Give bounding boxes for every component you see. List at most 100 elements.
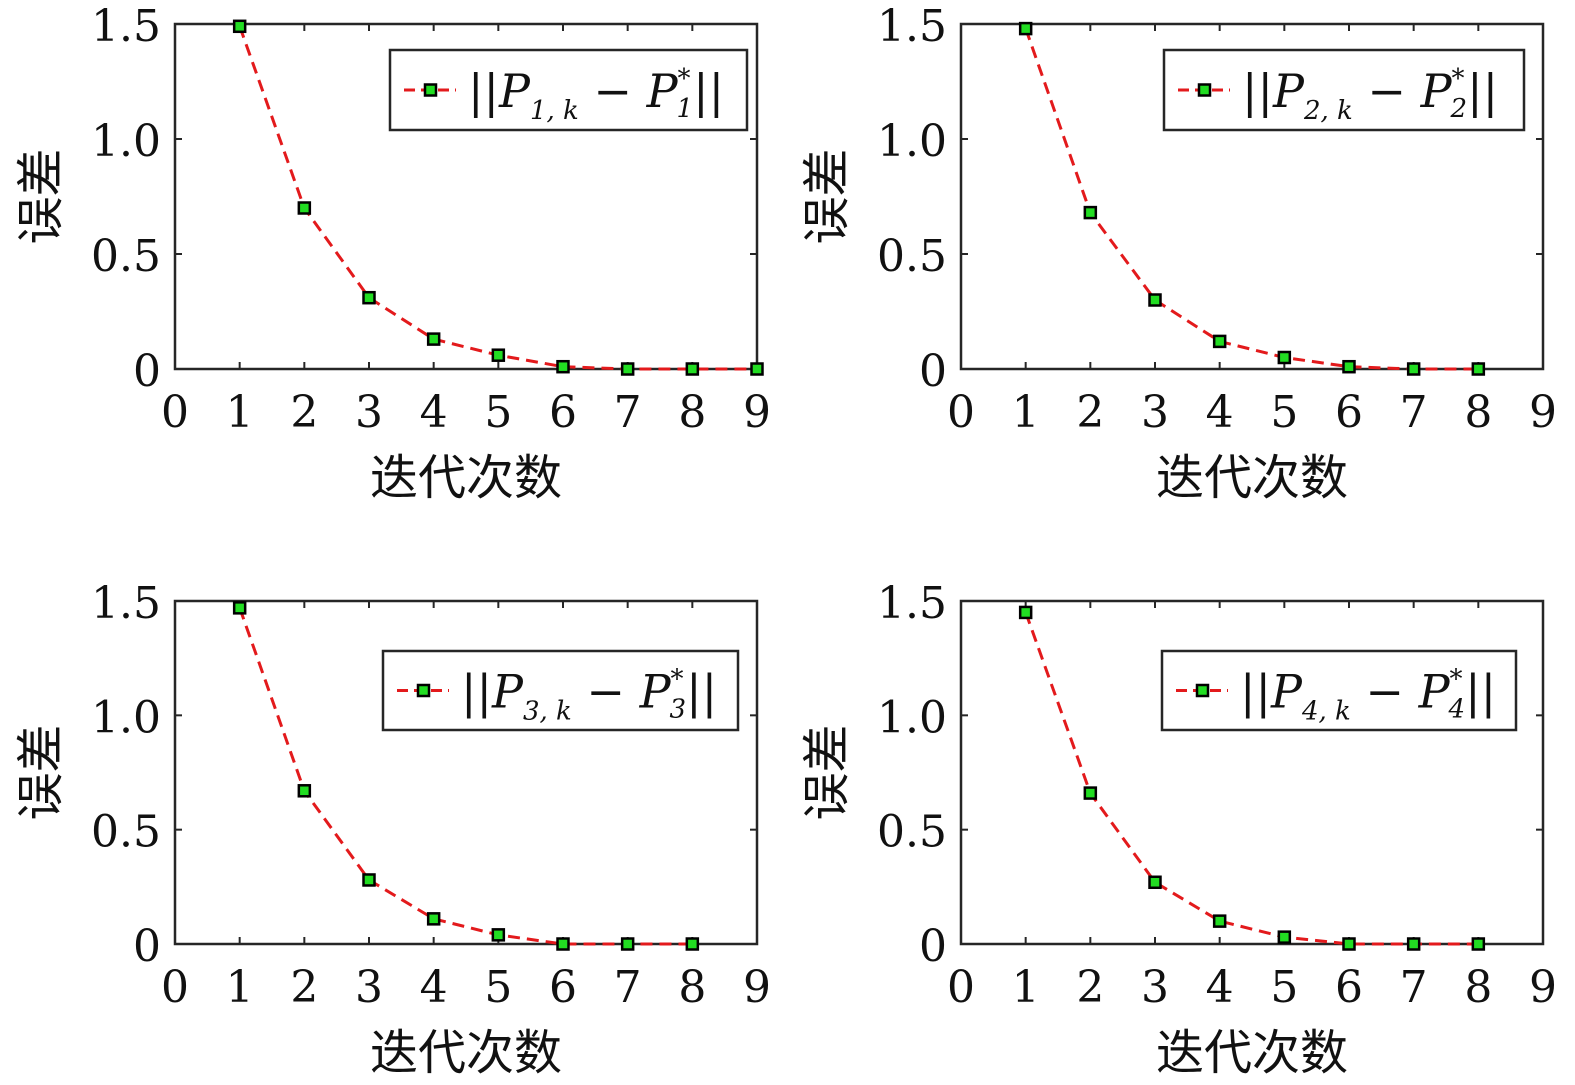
legend-label-superscript: *	[678, 64, 691, 94]
x-tick-label: 9	[1529, 962, 1557, 1013]
legend-label-tail: ||	[1465, 665, 1496, 719]
legend: ||P2, k − P* 2||	[1162, 48, 1526, 132]
x-tick-label: 2	[290, 387, 318, 438]
x-tick-label: 1	[1012, 387, 1040, 438]
y-tick-label: 0	[919, 921, 947, 972]
legend-label-subscript-2: 2	[1450, 94, 1468, 124]
legend-marker-sample	[1197, 83, 1212, 97]
data-point-marker	[556, 359, 570, 374]
x-tick-label: 5	[1270, 387, 1298, 438]
x-tick-label: 9	[743, 387, 771, 438]
x-tick-label: 5	[1270, 962, 1298, 1013]
data-point-marker	[1471, 362, 1486, 376]
y-tick-label: 0	[133, 921, 161, 972]
data-point-marker	[232, 601, 247, 615]
y-tick-label: 0.5	[91, 231, 161, 282]
legend-label-lead: ||P	[1240, 665, 1303, 719]
x-tick-label: 6	[549, 962, 577, 1013]
x-tick-label: 3	[355, 962, 383, 1013]
data-point-marker	[1018, 605, 1033, 620]
axes-frame	[959, 22, 1545, 371]
x-tick-label: 0	[947, 387, 975, 438]
legend-label-mid: − P	[579, 64, 679, 118]
x-tick-label: 2	[290, 962, 318, 1013]
y-tick-label: 1.0	[877, 116, 947, 167]
y-tick-label: 0.5	[877, 807, 947, 858]
legend-label-subscript-2: 4	[1448, 695, 1466, 725]
x-tick-label: 8	[678, 387, 706, 438]
legend-label: ||P3, k − P* 3||	[461, 665, 717, 727]
y-tick-label: 1.0	[91, 116, 161, 167]
x-tick-label: 4	[420, 962, 448, 1013]
legend: ||P1, k − P* 1||	[388, 48, 749, 132]
legend-label-tail: ||	[1467, 64, 1498, 118]
x-axis-label: 迭代次数	[1156, 450, 1348, 506]
legend-label-tail: ||	[686, 665, 717, 719]
data-point-marker	[362, 290, 376, 305]
data-point-marker	[1406, 937, 1421, 951]
x-tick-label: 6	[549, 387, 577, 438]
x-tick-label: 6	[1335, 962, 1363, 1013]
data-point-marker	[1471, 937, 1486, 951]
y-tick-label: 1.5	[877, 1, 947, 52]
x-tick-label: 5	[484, 962, 512, 1013]
data-point-marker	[491, 928, 506, 942]
y-tick-label: 1.0	[877, 692, 947, 743]
data-point-marker	[297, 201, 312, 215]
y-tick-label: 0	[919, 346, 947, 397]
data-point-marker	[750, 362, 764, 376]
data-point-marker	[1083, 786, 1098, 800]
data-point-marker	[1018, 21, 1033, 36]
data-point-marker	[1212, 334, 1227, 349]
data-point-marker	[1342, 937, 1356, 951]
x-tick-label: 0	[161, 387, 189, 438]
x-tick-label: 7	[1400, 962, 1428, 1013]
y-tick-label: 1.5	[91, 1, 161, 52]
legend-box	[381, 649, 740, 732]
x-tick-label: 3	[355, 387, 383, 438]
data-point-marker	[232, 19, 247, 34]
y-axis-label: 误差	[799, 148, 855, 244]
legend: ||P4, k − P* 4||	[1160, 649, 1518, 732]
legend-label-subscript-2: 1	[677, 94, 694, 124]
data-point-marker	[1212, 914, 1227, 928]
data-point-marker	[1277, 930, 1292, 944]
y-tick-label: 0.5	[877, 231, 947, 282]
legend: ||P3, k − P* 3||	[381, 649, 740, 732]
axes-frame	[173, 22, 759, 371]
data-point-marker	[297, 784, 312, 798]
legend-label-lead: ||P	[461, 665, 524, 719]
data-point-marker	[362, 873, 376, 887]
x-tick-label: 2	[1076, 962, 1104, 1013]
x-tick-label: 2	[1076, 387, 1104, 438]
data-point-marker	[620, 937, 635, 951]
x-tick-label: 5	[484, 387, 512, 438]
data-point-marker	[491, 348, 506, 362]
x-tick-label: 8	[1464, 962, 1492, 1013]
legend-label-lead: ||P	[1242, 64, 1305, 118]
legend-label: ||P1, k − P* 1||	[468, 64, 724, 126]
x-tick-label: 6	[1335, 387, 1363, 438]
x-tick-label: 1	[226, 387, 254, 438]
y-axis-label: 误差	[799, 724, 855, 820]
y-tick-label: 1.5	[91, 578, 161, 629]
x-tick-label: 0	[161, 962, 189, 1013]
legend-label-superscript: *	[671, 665, 684, 695]
data-point-marker	[1083, 205, 1098, 220]
legend-box	[1162, 48, 1526, 132]
data-point-marker	[1277, 350, 1292, 365]
legend-label: ||P2, k − P* 2||	[1242, 64, 1498, 126]
x-tick-label: 0	[947, 962, 975, 1013]
legend-box	[388, 48, 749, 132]
data-point-marker	[1342, 359, 1356, 374]
y-axis-label: 误差	[13, 148, 69, 244]
x-tick-label: 3	[1141, 962, 1169, 1013]
data-point-marker	[685, 937, 700, 951]
y-axis-label: 误差	[13, 724, 69, 820]
x-tick-label: 8	[678, 962, 706, 1013]
x-tick-label: 1	[1012, 962, 1040, 1013]
